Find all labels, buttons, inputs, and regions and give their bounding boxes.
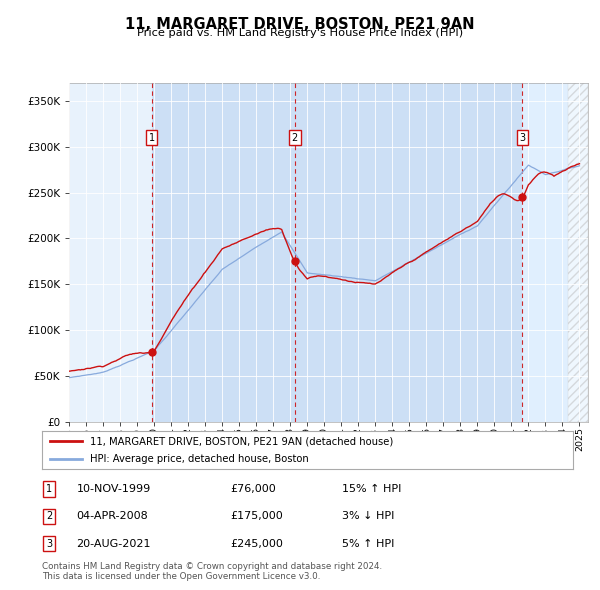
Text: 1: 1 (46, 484, 52, 494)
Bar (568, 83, 588, 422)
Text: £245,000: £245,000 (230, 539, 283, 549)
Text: 3% ↓ HPI: 3% ↓ HPI (342, 512, 394, 521)
Text: 10-NOV-1999: 10-NOV-1999 (77, 484, 151, 494)
Text: 3: 3 (519, 133, 526, 143)
Text: £175,000: £175,000 (230, 512, 283, 521)
Text: HPI: Average price, detached house, Boston: HPI: Average price, detached house, Bost… (90, 454, 308, 464)
Text: 2: 2 (46, 512, 52, 521)
Text: 3: 3 (46, 539, 52, 549)
Text: Price paid vs. HM Land Registry's House Price Index (HPI): Price paid vs. HM Land Registry's House … (137, 28, 463, 38)
Bar (152, 83, 523, 422)
Text: 1: 1 (149, 133, 155, 143)
Text: 04-APR-2008: 04-APR-2008 (77, 512, 148, 521)
Text: 2: 2 (292, 133, 298, 143)
Text: 15% ↑ HPI: 15% ↑ HPI (342, 484, 401, 494)
Text: 20-AUG-2021: 20-AUG-2021 (77, 539, 151, 549)
Bar (523, 83, 588, 422)
Text: £76,000: £76,000 (230, 484, 276, 494)
Text: 5% ↑ HPI: 5% ↑ HPI (342, 539, 394, 549)
Text: Contains HM Land Registry data © Crown copyright and database right 2024.
This d: Contains HM Land Registry data © Crown c… (42, 562, 382, 581)
Text: 11, MARGARET DRIVE, BOSTON, PE21 9AN (detached house): 11, MARGARET DRIVE, BOSTON, PE21 9AN (de… (90, 436, 393, 446)
Text: 11, MARGARET DRIVE, BOSTON, PE21 9AN: 11, MARGARET DRIVE, BOSTON, PE21 9AN (125, 17, 475, 31)
